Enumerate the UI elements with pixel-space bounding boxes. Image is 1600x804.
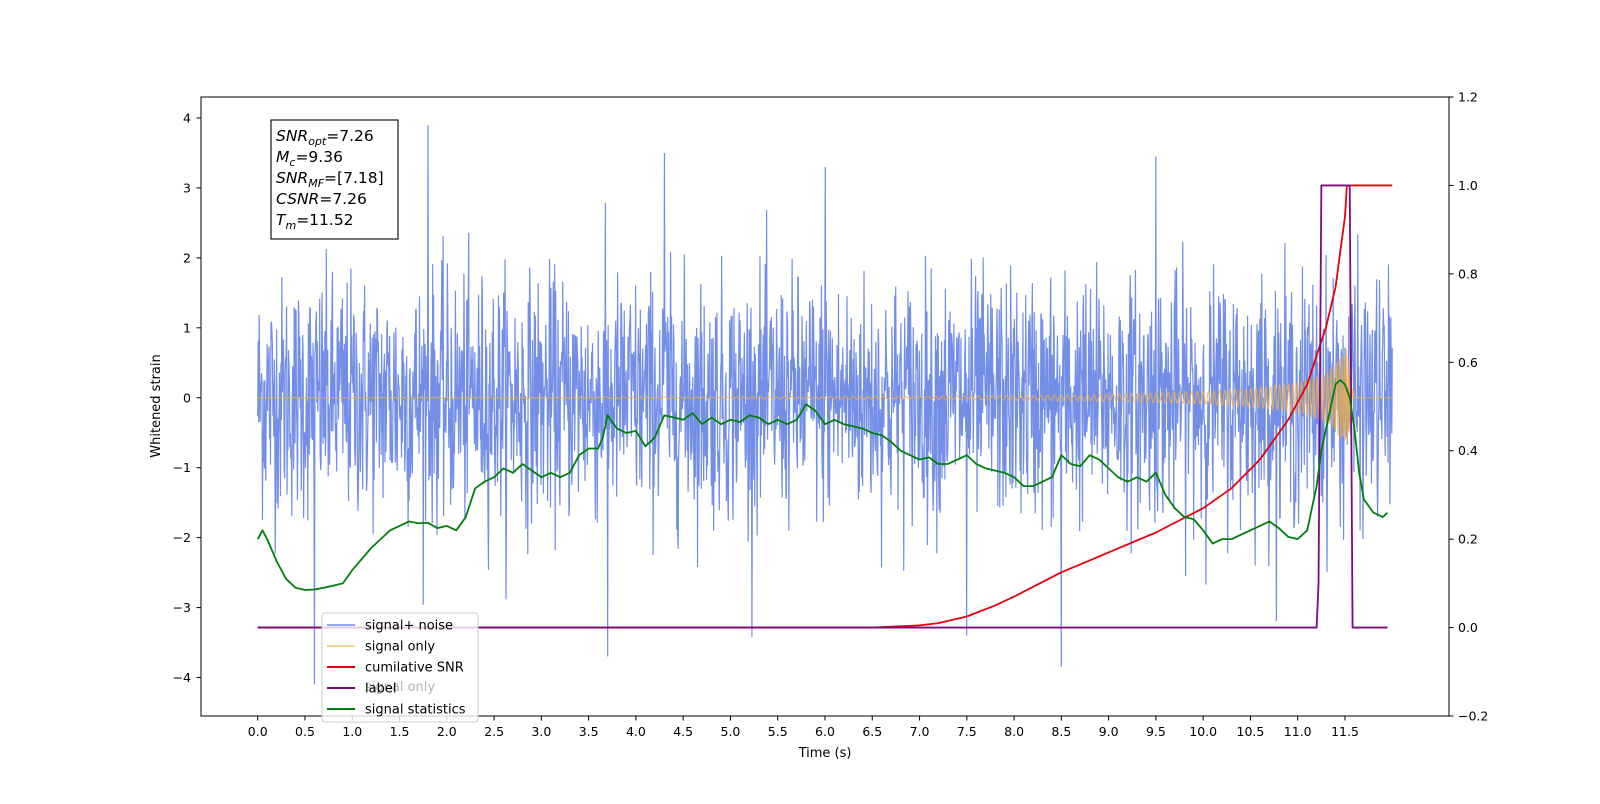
y-tick-label-left: −2: [173, 530, 191, 545]
legend-label-signal-noise: signal+ noise: [365, 619, 453, 634]
y-tick-label-left: 3: [183, 180, 191, 195]
legend-label-signal-only: signal only: [365, 640, 435, 655]
annotation-line: Tm=11.52: [276, 211, 354, 232]
series-signal-statistics-line: [256, 379, 1389, 591]
y-tick-label-right: 0.8: [1458, 266, 1478, 281]
x-tick-label: 5.0: [721, 724, 741, 739]
x-tick-label: 11.0: [1284, 724, 1312, 739]
y-tick-label-right: −0.2: [1458, 709, 1488, 724]
series-signal-only-line: [257, 349, 1393, 443]
x-tick-label: 10.0: [1189, 724, 1217, 739]
x-tick-label: 2.5: [484, 724, 504, 739]
y-tick-label-right: 0.2: [1458, 532, 1478, 547]
y-tick-label-right: 1.0: [1458, 178, 1478, 193]
y-tick-label-right: 0.4: [1458, 443, 1478, 458]
x-tick-label: 7.5: [957, 724, 977, 739]
x-tick-label: 0.0: [248, 724, 268, 739]
series-label-line: [257, 184, 1388, 629]
y-tick-label-left: 2: [183, 250, 191, 265]
legend-frame: [321, 612, 479, 723]
x-tick-label: 4.0: [626, 724, 646, 739]
x-tick-label: 8.0: [1004, 724, 1024, 739]
annotation-line: SNRMF=[7.18]: [276, 169, 384, 190]
x-tick-label: 0.5: [295, 724, 315, 739]
x-tick-label: 3.0: [531, 724, 551, 739]
y-tick-label-left: −1: [173, 460, 191, 475]
y-tick-label-left: 1: [183, 320, 191, 335]
series-signal-noise-line: [257, 124, 1393, 685]
x-tick-label: 1.0: [342, 724, 362, 739]
legend-label-signal-statistics: signal statistics: [365, 703, 466, 718]
x-tick-label: 9.5: [1146, 724, 1166, 739]
x-tick-label: 6.0: [815, 724, 835, 739]
legend-label-label: label: [365, 682, 396, 697]
x-tick-label: 6.5: [862, 724, 882, 739]
x-tick-label: 2.0: [437, 724, 457, 739]
y-axis-label-left: Whitened strain: [149, 354, 164, 457]
annotation-line: Mc=9.36: [276, 148, 343, 169]
legend-overlap-text: signal only: [365, 680, 435, 695]
x-tick-label: 4.5: [673, 724, 693, 739]
y-tick-label-right: 0.0: [1458, 620, 1478, 635]
legend: signal+ noise signal only cumilative SNR la…: [321, 612, 479, 723]
x-tick-label: 9.0: [1099, 724, 1119, 739]
y-tick-label-right: 0.6: [1458, 355, 1478, 370]
annotation-line: CSNR=7.26: [276, 190, 367, 208]
x-axis-label: Time (s): [798, 746, 852, 761]
x-tick-label: 10.5: [1237, 724, 1265, 739]
x-tick-label: 8.5: [1051, 724, 1071, 739]
series-cumilative-snr-line: [257, 184, 1393, 629]
annotation-line: SNRopt=7.26: [276, 127, 374, 148]
x-tick-label: 7.0: [910, 724, 930, 739]
x-tick-label: 11.5: [1331, 724, 1359, 739]
y-tick-label-left: −4: [173, 670, 191, 685]
y-tick-label-left: −3: [173, 600, 191, 615]
annotation-frame: [270, 119, 399, 240]
x-tick-label: 5.5: [768, 724, 788, 739]
y-tick-label-left: 0: [183, 390, 191, 405]
x-tick-label: 3.5: [579, 724, 599, 739]
y-tick-label-left: 4: [183, 110, 191, 125]
y-tick-label-right: 1.2: [1458, 90, 1478, 105]
x-tick-label: 1.5: [390, 724, 410, 739]
legend-label-cumilative-snr: cumilative SNR: [365, 661, 464, 676]
